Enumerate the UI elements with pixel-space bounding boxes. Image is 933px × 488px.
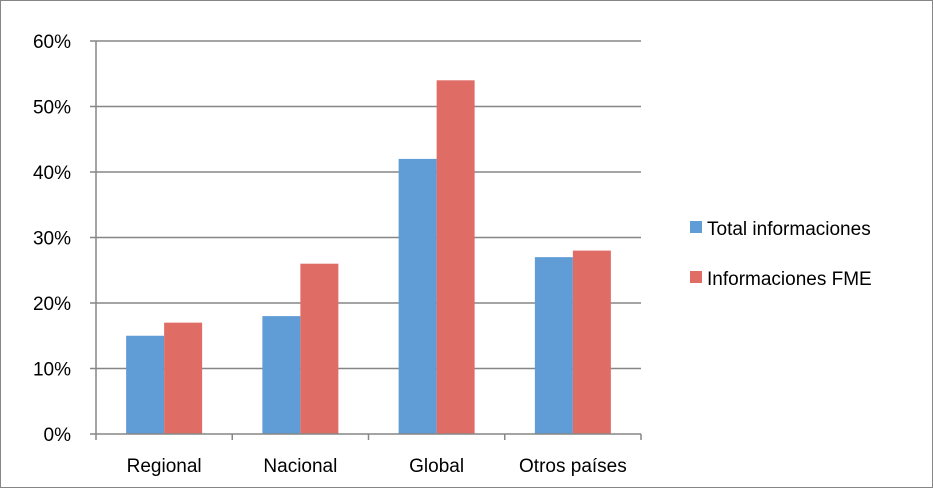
legend-label: Total informaciones bbox=[707, 219, 871, 240]
bar-total bbox=[262, 316, 301, 434]
y-tick-label: 10% bbox=[33, 360, 71, 381]
y-tick-label: 50% bbox=[33, 98, 71, 119]
legend-swatch bbox=[690, 221, 702, 233]
y-tick-label: 30% bbox=[33, 229, 71, 250]
y-tick-label: 0% bbox=[44, 425, 72, 446]
bar-total bbox=[534, 257, 573, 434]
x-tick-label: Global bbox=[409, 456, 464, 477]
bar-fme bbox=[300, 263, 339, 434]
bar-total bbox=[126, 335, 165, 434]
x-axis-ticks: Regional Nacional Global Otros países bbox=[95, 434, 642, 477]
x-tick-label: Regional bbox=[127, 456, 202, 477]
legend: Total informaciones Informaciones FME bbox=[690, 219, 872, 290]
y-tick-label: 20% bbox=[33, 294, 71, 315]
y-tick-label: 40% bbox=[33, 163, 71, 184]
legend-swatch bbox=[690, 271, 702, 283]
bar-fme bbox=[164, 322, 203, 434]
y-axis-ticks: 0% 10% 20% 30% 40% 50% 60% bbox=[33, 32, 96, 446]
legend-label: Informaciones FME bbox=[707, 269, 872, 290]
y-tick-label: 60% bbox=[33, 32, 71, 53]
bars bbox=[126, 80, 611, 435]
x-tick-label: Otros países bbox=[519, 456, 627, 477]
x-tick-label: Nacional bbox=[263, 456, 337, 477]
bar-total bbox=[398, 158, 437, 434]
bar-fme bbox=[572, 250, 611, 434]
bar-fme bbox=[436, 80, 475, 435]
